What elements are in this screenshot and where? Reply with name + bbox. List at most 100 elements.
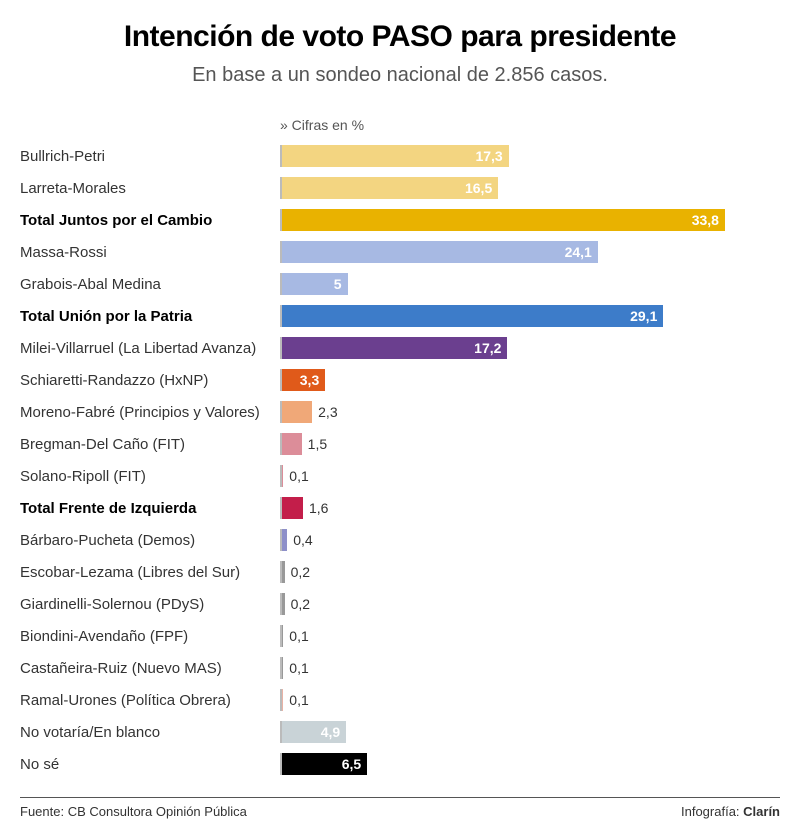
- row-label: Castañeira-Ruiz (Nuevo MAS): [20, 660, 280, 677]
- chart-row: Bregman-Del Caño (FIT)1,5: [20, 429, 780, 459]
- chart-title: Intención de voto PASO para presidente: [20, 20, 780, 54]
- bar-value: 1,6: [309, 500, 328, 516]
- chart-row: Total Frente de Izquierda1,6: [20, 493, 780, 523]
- credit-prefix: Infografía:: [681, 804, 743, 819]
- bar-value: 17,3: [475, 148, 502, 164]
- bar-value: 4,9: [321, 724, 340, 740]
- bar: 17,3: [282, 145, 509, 167]
- row-label: Total Unión por la Patria: [20, 308, 280, 325]
- bar-value: 2,3: [318, 404, 337, 420]
- row-label: No votaría/En blanco: [20, 724, 280, 741]
- bar-track: 33,8: [280, 209, 780, 231]
- row-label: Giardinelli-Solernou (PDyS): [20, 596, 280, 613]
- bar-track: 0,1: [280, 625, 780, 647]
- bar: 0,1: [282, 689, 283, 711]
- bar-value: 3,3: [300, 372, 319, 388]
- chart-rows: Bullrich-Petri17,3 Larreta-Morales 16,5 Tot…: [20, 141, 780, 779]
- row-label: Solano-Ripoll (FIT): [20, 468, 280, 485]
- bar: 4,9: [282, 721, 346, 743]
- bar-value: 0,1: [289, 628, 308, 644]
- bar-track: 3,3: [280, 369, 780, 391]
- bar-value: 33,8: [692, 212, 719, 228]
- chart-row: Schiaretti-Randazzo (HxNP) 3,3: [20, 365, 780, 395]
- bar: 16,5: [282, 177, 498, 199]
- bar-value: 24,1: [565, 244, 592, 260]
- row-label: Escobar-Lezama (Libres del Sur): [20, 564, 280, 581]
- bar-track: 4,9: [280, 721, 780, 743]
- bar-chart: » Cifras en % Bullrich-Petri17,3 Larreta-…: [20, 117, 780, 779]
- chart-row: Total Juntos por el Cambio 33,8: [20, 205, 780, 235]
- row-label: Bárbaro-Pucheta (Demos): [20, 532, 280, 549]
- row-label: Larreta-Morales: [20, 180, 280, 197]
- chart-row: Moreno-Fabré (Principios y Valores) 2,3: [20, 397, 780, 427]
- chart-row: Total Unión por la Patria 29,1: [20, 301, 780, 331]
- bar-track: 24,1: [280, 241, 780, 263]
- bar-value: 5: [334, 276, 342, 292]
- chart-row: Milei-Villarruel (La Libertad Avanza)17,…: [20, 333, 780, 363]
- bar-track: 0,4: [280, 529, 780, 551]
- chart-row: Castañeira-Ruiz (Nuevo MAS)0,1: [20, 653, 780, 683]
- chart-row: Bullrich-Petri17,3: [20, 141, 780, 171]
- bar: 5: [282, 273, 348, 295]
- bar: 1,6: [282, 497, 303, 519]
- bar-track: 16,5: [280, 177, 780, 199]
- bar-track: 0,1: [280, 689, 780, 711]
- bar-value: 1,5: [308, 436, 327, 452]
- bar-value: 0,2: [291, 564, 310, 580]
- bar-track: 1,6: [280, 497, 780, 519]
- unit-label: » Cifras en %: [280, 117, 364, 133]
- bar-value: 29,1: [630, 308, 657, 324]
- row-label: Bregman-Del Caño (FIT): [20, 436, 280, 453]
- chart-row: Giardinelli-Solernou (PDyS)0,2: [20, 589, 780, 619]
- chart-subtitle: En base a un sondeo nacional de 2.856 ca…: [20, 64, 780, 87]
- bar: 0,1: [282, 657, 283, 679]
- spacer: [20, 117, 280, 141]
- bar-value: 0,1: [289, 692, 308, 708]
- row-label: Biondini-Avendaño (FPF): [20, 628, 280, 645]
- chart-row: Escobar-Lezama (Libres del Sur)0,2: [20, 557, 780, 587]
- bar-track: 0,2: [280, 593, 780, 615]
- bar-track: 1,5: [280, 433, 780, 455]
- bar: 0,1: [282, 625, 283, 647]
- bar: 0,1: [282, 465, 283, 487]
- bar-track: 17,2: [280, 337, 780, 359]
- bar: 1,5: [282, 433, 302, 455]
- chart-row: Bárbaro-Pucheta (Demos)0,4: [20, 525, 780, 555]
- bar-track: 0,2: [280, 561, 780, 583]
- source-name: CB Consultora Opinión Pública: [68, 804, 247, 819]
- source-text: Fuente: CB Consultora Opinión Pública: [20, 804, 247, 819]
- bar-value: 0,1: [289, 660, 308, 676]
- source-prefix: Fuente:: [20, 804, 68, 819]
- bar: 17,2: [282, 337, 507, 359]
- row-label: Schiaretti-Randazzo (HxNP): [20, 372, 280, 389]
- row-label: Ramal-Urones (Política Obrera): [20, 692, 280, 709]
- bar: 33,8: [282, 209, 725, 231]
- bar-value: 0,4: [293, 532, 312, 548]
- bar-track: 2,3: [280, 401, 780, 423]
- bar-track: 29,1: [280, 305, 780, 327]
- credit-text: Infografía: Clarín: [681, 804, 780, 819]
- chart-row: Solano-Ripoll (FIT)0,1: [20, 461, 780, 491]
- bar: 0,4: [282, 529, 287, 551]
- bar-track: 6,5: [280, 753, 780, 775]
- bar-track: 5: [280, 273, 780, 295]
- credit-name: Clarín: [743, 804, 780, 819]
- chart-row: Grabois-Abal Medina 5: [20, 269, 780, 299]
- row-label: Moreno-Fabré (Principios y Valores): [20, 404, 280, 421]
- bar-value: 17,2: [474, 340, 501, 356]
- bar: 24,1: [282, 241, 598, 263]
- chart-row: Ramal-Urones (Política Obrera)0,1: [20, 685, 780, 715]
- bar: 3,3: [282, 369, 325, 391]
- row-label: Grabois-Abal Medina: [20, 276, 280, 293]
- chart-row: No votaría/En blanco 4,9: [20, 717, 780, 747]
- row-label: Total Juntos por el Cambio: [20, 212, 280, 229]
- chart-row: Massa-Rossi 24,1: [20, 237, 780, 267]
- row-label: No sé: [20, 756, 280, 773]
- bar-track: 0,1: [280, 657, 780, 679]
- row-label: Massa-Rossi: [20, 244, 280, 261]
- chart-footer: Fuente: CB Consultora Opinión Pública In…: [20, 797, 780, 819]
- bar: 0,2: [282, 593, 285, 615]
- bar-value: 16,5: [465, 180, 492, 196]
- chart-row: No sé6,5: [20, 749, 780, 779]
- bar: 0,2: [282, 561, 285, 583]
